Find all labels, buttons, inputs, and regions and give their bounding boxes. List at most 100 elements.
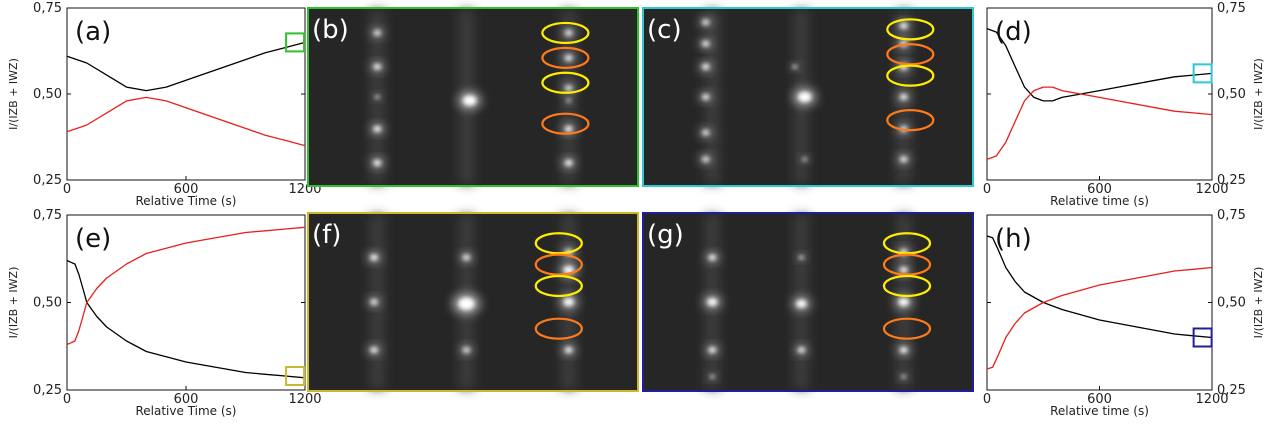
- y-tick-label: 0,50: [1217, 87, 1246, 102]
- diffraction-spot: [798, 92, 812, 102]
- yellow-ellipse: [882, 274, 932, 298]
- series-red-line: [66, 226, 306, 346]
- line-charts: 0,25 0,50 0,75 0 600 1200 Relative Time (s) I/(…: [7, 1, 1265, 418]
- x-tick-label: 1200: [1195, 182, 1228, 197]
- diffraction-spot: [463, 95, 477, 106]
- diffraction-spot: [370, 299, 378, 305]
- diffraction-spot: [797, 347, 806, 354]
- diffraction-spot: [564, 54, 573, 61]
- y-tick-label: 0,50: [33, 296, 62, 311]
- x-tick-label: 1200: [1195, 392, 1228, 407]
- y-tick-label: 0,75: [33, 208, 62, 223]
- diffraction-images: (b) (c) (f) (g): [307, 7, 974, 392]
- plot-frame: [66, 7, 306, 181]
- y-tick-label: 0,25: [33, 383, 62, 398]
- diffraction-spot: [899, 347, 908, 354]
- panel-label: (d): [995, 17, 1032, 47]
- diffraction-spot: [899, 94, 908, 100]
- orange-ellipse: [882, 253, 932, 276]
- diffraction-spot: [708, 254, 717, 261]
- diffraction-spot: [373, 159, 382, 166]
- diffraction-spot: [564, 85, 573, 92]
- y-tick-label: 0,25: [1217, 173, 1246, 188]
- diffraction-spot: [374, 95, 380, 99]
- x-tick-label: 600: [1087, 182, 1112, 197]
- panel-label: (a): [75, 17, 111, 47]
- image-frame: [307, 212, 639, 392]
- diffraction-spot: [802, 157, 808, 162]
- diffraction-spot: [462, 347, 471, 354]
- yellow-ellipse: [886, 18, 935, 41]
- x-tick-label: 600: [174, 392, 199, 407]
- yellow-ellipse: [541, 71, 590, 94]
- y-axis-label: I/(IZB + IWZ): [7, 58, 20, 130]
- diffraction-spot: [564, 126, 573, 133]
- panel-label: (f): [312, 220, 341, 250]
- diffraction-spot: [899, 156, 908, 163]
- x-tick-label: 1200: [288, 392, 321, 407]
- diffraction-spot: [564, 347, 573, 354]
- diffraction-spot: [708, 347, 717, 354]
- yellow-ellipse: [534, 274, 583, 298]
- y-tick-label: 0,50: [1217, 296, 1246, 311]
- orange-ellipse: [541, 46, 590, 69]
- panel-label: (h): [995, 224, 1032, 254]
- y-axis-label: I/(IZB + IWZ): [7, 267, 20, 339]
- orange-ellipse: [541, 112, 590, 135]
- x-tick-label: 600: [1087, 392, 1112, 407]
- diffraction-spot: [566, 98, 572, 103]
- y-tick-label: 0,75: [1217, 1, 1246, 16]
- yellow-ellipse: [541, 21, 590, 45]
- diffraction-spot: [798, 255, 805, 260]
- diffraction-spot: [564, 159, 573, 166]
- diffraction-image-3: (g): [642, 212, 974, 392]
- series-red-line: [986, 86, 1213, 161]
- diffraction-spot: [701, 94, 710, 100]
- plot-frame: [986, 214, 1213, 391]
- series-black-line: [986, 27, 1213, 102]
- orange-ellipse: [534, 317, 583, 340]
- diffraction-image-0: (b): [307, 7, 639, 187]
- diffraction-spot: [901, 374, 907, 379]
- orange-ellipse: [886, 43, 935, 66]
- plot-frame: [66, 214, 306, 391]
- diffraction-spot: [701, 129, 710, 136]
- x-tick-label: 0: [983, 182, 991, 197]
- diffraction-spot: [899, 266, 908, 273]
- x-tick-label: 600: [174, 182, 199, 197]
- orange-ellipse: [886, 109, 935, 132]
- diffraction-spot: [709, 374, 715, 379]
- image-frame: [307, 7, 639, 187]
- x-axis-label: Relative Time (s): [135, 404, 236, 418]
- orange-ellipse: [534, 253, 583, 276]
- diffraction-spot: [899, 22, 908, 29]
- x-axis-label: Relative time (s): [1050, 194, 1149, 208]
- panel-label: (c): [647, 15, 682, 45]
- x-axis-label: Relative Time (s): [135, 194, 236, 208]
- diffraction-spot: [701, 156, 710, 163]
- time-marker-square: [1192, 63, 1213, 84]
- panel-label: (b): [312, 15, 349, 45]
- chart-panel-3: 0,25 0,50 0,75 0 600 1200 Relative time (s) I/(…: [983, 208, 1265, 418]
- x-tick-label: 0: [63, 392, 71, 407]
- series-red-line: [66, 96, 306, 147]
- diffraction-spot: [458, 297, 475, 310]
- diffraction-spot: [898, 298, 909, 306]
- series-black-line: [986, 235, 1213, 339]
- x-axis-label: Relative time (s): [1050, 404, 1149, 418]
- diffraction-spot: [707, 298, 718, 306]
- time-marker-square: [285, 366, 306, 386]
- panel-label: (g): [647, 220, 684, 250]
- yellow-ellipse: [534, 232, 583, 255]
- diffraction-spot: [373, 63, 382, 70]
- diffraction-spot: [370, 347, 378, 354]
- diffraction-spot: [796, 299, 807, 308]
- chart-panel-1: 0,25 0,50 0,75 0 600 1200 Relative time (s) I/(…: [983, 1, 1265, 208]
- diffraction-spot: [462, 254, 471, 261]
- x-tick-label: 0: [983, 392, 991, 407]
- time-marker-square: [285, 32, 306, 53]
- diffraction-spot: [373, 126, 382, 133]
- y-tick-label: 0,25: [1217, 383, 1246, 398]
